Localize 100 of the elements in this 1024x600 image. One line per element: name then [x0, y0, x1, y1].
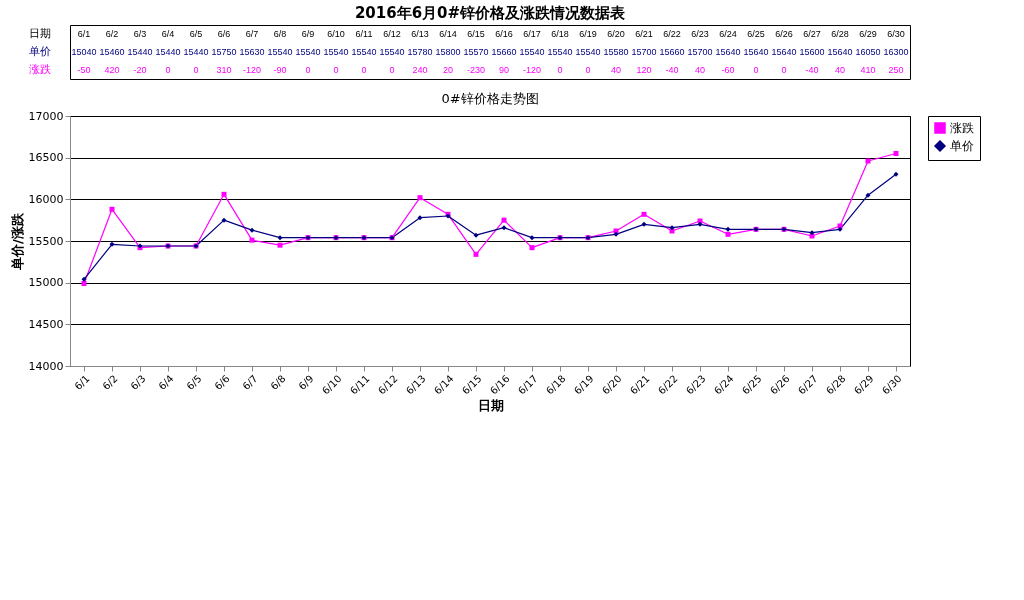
point [865, 192, 871, 198]
category-label: 6/25 [747, 29, 765, 39]
text: 0 [389, 65, 395, 75]
point [81, 281, 87, 286]
category-label: 6/22 [663, 29, 681, 39]
data-label: 15540 [351, 47, 377, 57]
x-tick-label: 6/5 [184, 372, 204, 392]
x-tick-label: 6/7 [240, 372, 260, 392]
data-label: 15600 [799, 47, 825, 57]
data-label: 15700 [631, 47, 657, 57]
legend-label: 涨跌 [950, 121, 974, 135]
data-label: 15640 [715, 47, 741, 57]
text: 310 [216, 65, 232, 75]
category-label: 6/16 [495, 29, 513, 39]
point [221, 217, 227, 223]
category-label: 6/5 [189, 29, 203, 39]
text: 20 [442, 65, 454, 75]
data-label: 15660 [491, 47, 517, 57]
text: -120 [242, 65, 262, 75]
text: 0 [781, 65, 787, 75]
data-label: 15040 [71, 47, 97, 57]
category-label: 6/23 [691, 29, 709, 39]
point [417, 215, 423, 221]
category-label: 6/29 [859, 29, 877, 39]
category-label: 6/2 [105, 29, 119, 39]
data-label: 15800 [435, 47, 461, 57]
point [109, 206, 115, 212]
category-label: 6/20 [607, 29, 625, 39]
category-label: 6/1 [77, 29, 91, 39]
text: 0 [753, 65, 759, 75]
text: 410 [860, 65, 876, 75]
y-tick-label: 15500 [28, 234, 64, 248]
y-tick-label: 14000 [28, 359, 64, 373]
point [221, 191, 227, 197]
text: -90 [273, 65, 287, 75]
text: -40 [665, 65, 679, 75]
text: 单价 [29, 45, 51, 58]
category-label: 6/14 [439, 29, 457, 39]
category-label: 6/19 [579, 29, 597, 39]
x-tick-label: 6/1 [72, 372, 92, 392]
point [501, 217, 507, 223]
data-label: 15540 [267, 47, 293, 57]
text: 日期 [29, 27, 51, 40]
x-tick-label: 6/8 [268, 372, 288, 392]
data-label: 15460 [99, 47, 125, 57]
point [529, 245, 535, 251]
point [277, 242, 283, 248]
text: 0 [585, 65, 591, 75]
point [249, 237, 255, 243]
point [641, 221, 647, 227]
text: 0 [193, 65, 199, 75]
category-label: 6/6 [217, 29, 231, 39]
y-tick-label: 17000 [28, 109, 64, 123]
text: 90 [498, 65, 510, 75]
data-label: 15540 [547, 47, 573, 57]
category-label: 6/10 [327, 29, 345, 39]
y-tick-label: 15000 [28, 276, 64, 290]
text: -60 [721, 65, 735, 75]
data-label: 15440 [183, 47, 209, 57]
data-label: 15540 [575, 47, 601, 57]
data-label: 15630 [239, 47, 265, 57]
data-label: 15640 [827, 47, 853, 57]
data-label: 15750 [211, 47, 237, 57]
point [417, 195, 423, 201]
category-label: 6/8 [273, 29, 287, 39]
point [529, 235, 535, 241]
y-tick-label: 16000 [28, 192, 64, 206]
legend-label: 单价 [950, 139, 974, 153]
chart-title: 2016年6月0#锌价格及涨跌情况数据表 [354, 4, 627, 22]
data-label: 16050 [855, 47, 881, 57]
text: -230 [466, 65, 486, 75]
data-label: 16300 [883, 47, 909, 57]
x-tick-label: 6/9 [296, 372, 316, 392]
point [249, 227, 255, 233]
x-tick-label: 6/3 [128, 372, 148, 392]
point [109, 241, 115, 247]
data-label: 15440 [127, 47, 153, 57]
category-label: 6/30 [887, 29, 905, 39]
data-label: 15570 [463, 47, 489, 57]
data-label: 15640 [743, 47, 769, 57]
text: 120 [636, 65, 652, 75]
point [277, 235, 283, 241]
text: 420 [104, 65, 120, 75]
data-label: 15440 [155, 47, 181, 57]
category-label: 6/4 [161, 29, 175, 39]
data-label: 15580 [603, 47, 629, 57]
category-label: 6/28 [831, 29, 849, 39]
point [501, 225, 507, 231]
text: 40 [834, 65, 846, 75]
data-label: 15780 [407, 47, 433, 57]
text: -20 [133, 65, 147, 75]
category-label: 6/9 [301, 29, 315, 39]
point [81, 276, 87, 282]
text: 40 [694, 65, 706, 75]
x-tick-label: 6/4 [156, 372, 176, 392]
text: 0 [305, 65, 311, 75]
category-label: 6/11 [355, 29, 373, 39]
text: 240 [412, 65, 428, 75]
category-label: 6/7 [245, 29, 259, 39]
chart-subtitle: 0#锌价格走势图 [441, 91, 539, 106]
